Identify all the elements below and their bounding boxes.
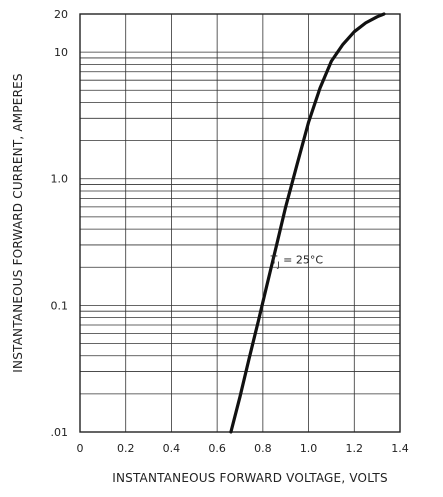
x-tick-label: 1.2 (346, 442, 364, 455)
annotation-tj: TJ = 25°C (270, 254, 324, 270)
x-tick-label: 0 (77, 442, 84, 455)
x-tick-label: 0.8 (254, 442, 272, 455)
x-tick-label: 0.4 (163, 442, 181, 455)
plot-frame (79, 13, 401, 433)
y-tick-label: 10 (54, 46, 68, 59)
y-tick-labels: .01 0.1 1.0 10 20 (51, 8, 69, 439)
grid-lines (79, 13, 401, 433)
y-tick-label: 1.0 (51, 173, 69, 186)
x-tick-label: 0.2 (117, 442, 135, 455)
x-tick-label: 1.4 (391, 442, 409, 455)
y-axis-label: INSTANTANEOUS FORWARD CURRENT, AMPERES (11, 73, 25, 372)
y-tick-label: .01 (51, 426, 69, 439)
y-tick-label: 0.1 (51, 299, 69, 312)
series-line (229, 12, 386, 434)
y-tick-label: 20 (54, 8, 68, 21)
x-tick-label: 0.6 (208, 442, 226, 455)
x-axis-label: INSTANTANEOUS FORWARD VOLTAGE, VOLTS (112, 471, 388, 485)
x-tick-label: 1.0 (300, 442, 318, 455)
x-tick-labels: 0 0.2 0.4 0.6 0.8 1.0 1.2 1.4 (77, 442, 409, 455)
